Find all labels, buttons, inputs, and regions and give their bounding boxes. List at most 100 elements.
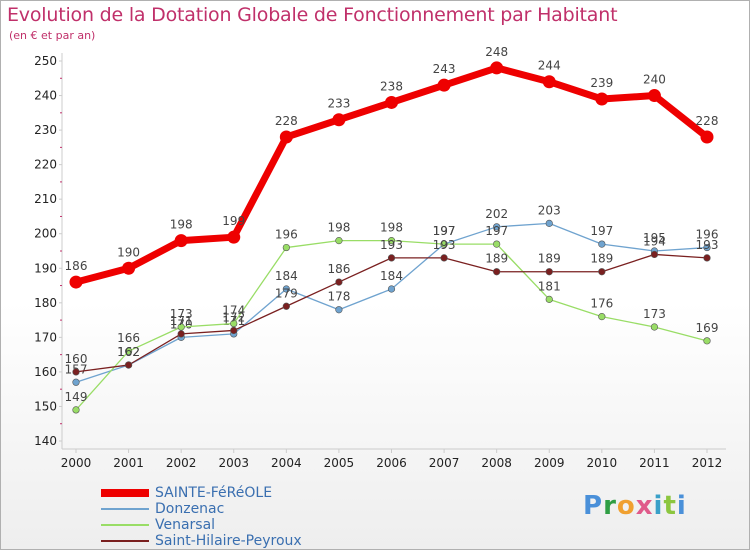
data-label: 184 — [275, 269, 298, 283]
y-tick-label: 210 — [34, 192, 57, 206]
data-label: 238 — [380, 79, 403, 93]
data-point — [335, 306, 343, 314]
data-label: 233 — [327, 97, 350, 111]
legend-swatch — [101, 540, 149, 542]
data-point — [177, 323, 185, 331]
y-tick-label: 170 — [34, 330, 57, 344]
data-label: 240 — [643, 73, 666, 87]
data-label: 166 — [117, 331, 140, 345]
data-point — [279, 130, 293, 144]
data-point — [387, 237, 396, 245]
data-label: 174 — [222, 304, 245, 318]
x-tick-label: 2001 — [113, 456, 144, 470]
data-point — [595, 92, 609, 106]
data-label: 228 — [696, 114, 719, 128]
data-label: 198 — [380, 221, 403, 235]
data-point — [177, 330, 185, 338]
data-point — [335, 278, 343, 286]
data-label: 169 — [696, 321, 719, 335]
data-label: 184 — [380, 269, 403, 283]
data-label: 197 — [433, 224, 456, 238]
data-label: 203 — [538, 203, 561, 217]
data-label: 189 — [485, 252, 508, 266]
x-tick-label: 2011 — [639, 456, 670, 470]
data-point — [650, 323, 659, 331]
x-tick-label: 2004 — [271, 456, 302, 470]
x-tick-label: 2003 — [218, 456, 249, 470]
data-point — [647, 89, 661, 103]
legend-swatch — [101, 508, 149, 510]
data-point — [69, 275, 83, 289]
data-label: 173 — [643, 307, 666, 321]
data-point — [700, 130, 714, 144]
data-point — [230, 326, 238, 335]
data-label: 202 — [485, 207, 508, 221]
legend-label: Venarsal — [155, 517, 216, 533]
y-tick-label: 160 — [34, 365, 57, 379]
x-tick-label: 2012 — [692, 456, 723, 470]
y-tick-label: 200 — [34, 227, 57, 241]
data-label: 193 — [433, 238, 456, 252]
x-tick-label: 2000 — [61, 456, 92, 470]
data-label: 190 — [117, 245, 140, 259]
data-label: 189 — [590, 252, 613, 266]
legend-label: Donzenac — [155, 501, 225, 517]
data-point — [490, 61, 504, 75]
y-tick-label: 240 — [34, 89, 57, 103]
chart-subtitle: (en € et par an) — [9, 29, 96, 42]
data-point — [598, 268, 606, 276]
data-point — [545, 219, 553, 227]
data-label: 244 — [538, 59, 561, 73]
y-tick-label: 230 — [34, 123, 57, 137]
y-tick-label: 140 — [34, 434, 57, 448]
data-label: 149 — [65, 390, 88, 404]
data-label: 193 — [380, 238, 403, 252]
y-tick-label: 220 — [34, 158, 57, 172]
data-point — [545, 295, 553, 303]
legend-label: SAINTE-FéRéOLE — [155, 485, 273, 501]
y-tick-label: 250 — [34, 54, 57, 68]
data-point — [703, 254, 711, 262]
legend-swatch — [101, 524, 149, 526]
legend-swatch — [101, 489, 149, 497]
data-point — [122, 261, 136, 275]
data-point — [332, 113, 346, 127]
data-label: 160 — [65, 352, 88, 366]
data-label: 189 — [538, 252, 561, 266]
data-label: 196 — [696, 228, 719, 242]
data-label: 178 — [327, 290, 350, 304]
x-tick-label: 2007 — [429, 456, 460, 470]
data-point — [440, 254, 448, 262]
data-point — [282, 243, 290, 252]
data-point — [440, 240, 448, 248]
y-tick-label: 190 — [34, 261, 57, 275]
data-label: 228 — [275, 114, 298, 128]
data-point — [227, 230, 241, 244]
data-point — [545, 268, 553, 276]
data-label: 195 — [643, 231, 666, 245]
data-label: 171 — [170, 314, 193, 328]
legend-label: Saint-Hilaire-Peyroux — [155, 533, 302, 549]
data-point — [493, 240, 501, 248]
data-point — [72, 406, 80, 414]
data-label: 197 — [433, 224, 456, 238]
data-label: 197 — [485, 224, 508, 238]
data-label: 186 — [327, 262, 350, 276]
data-point — [72, 378, 80, 386]
data-point — [650, 250, 659, 259]
data-point — [703, 243, 711, 252]
data-label: 162 — [117, 345, 140, 359]
data-label: 243 — [433, 62, 456, 76]
data-point — [282, 302, 290, 310]
data-point — [124, 361, 133, 369]
data-point — [703, 337, 711, 345]
data-label: 176 — [590, 297, 613, 311]
x-tick-label: 2005 — [324, 456, 355, 470]
x-tick-label: 2008 — [481, 456, 512, 470]
data-label: 172 — [222, 310, 245, 324]
data-label: 194 — [643, 234, 666, 248]
data-point — [437, 78, 451, 92]
data-point — [72, 368, 80, 376]
data-label: 199 — [222, 214, 245, 228]
